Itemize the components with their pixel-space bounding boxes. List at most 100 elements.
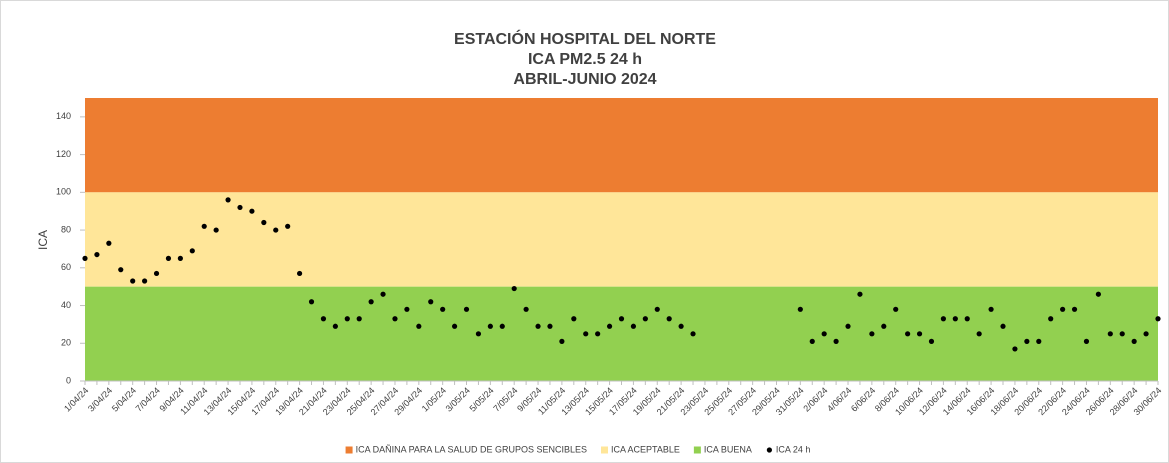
data-point [1071, 306, 1078, 312]
data-point [451, 323, 458, 329]
data-point [344, 316, 350, 322]
data-point [380, 291, 386, 297]
data-point [392, 316, 398, 322]
data-point [511, 285, 517, 292]
data-point [225, 197, 231, 203]
data-point [1143, 331, 1149, 337]
data-point [368, 299, 374, 305]
data-point [547, 323, 553, 329]
y-tick-label: 100 [56, 187, 71, 197]
chart-title: ESTACIÓN HOSPITAL DEL NORTE [454, 29, 716, 48]
data-point [893, 306, 899, 312]
data-point [952, 316, 958, 322]
data-point [1000, 323, 1006, 329]
data-point [940, 316, 947, 322]
data-point [404, 306, 410, 312]
data-point [1107, 331, 1113, 337]
data-point [475, 331, 482, 337]
data-point [297, 270, 303, 277]
legend-swatch [345, 446, 353, 454]
data-point [606, 323, 613, 329]
data-point [905, 331, 911, 337]
legend-swatch [693, 446, 701, 454]
data-point [94, 251, 100, 258]
data-point [189, 248, 195, 254]
data-point [261, 219, 267, 226]
y-tick-label: 0 [66, 375, 71, 385]
y-tick-label: 140 [56, 111, 71, 121]
data-point [118, 267, 124, 273]
data-point [845, 323, 851, 329]
y-tick-label: 60 [61, 262, 71, 272]
data-point [964, 316, 970, 322]
data-point [595, 331, 601, 337]
data-point [320, 316, 327, 322]
data-point [201, 223, 207, 229]
data-point [666, 316, 672, 322]
data-point [213, 227, 219, 233]
data-point [618, 316, 625, 322]
data-point [583, 331, 589, 337]
data-point [332, 323, 338, 329]
data-point [881, 323, 887, 329]
data-point [356, 316, 362, 322]
y-tick-label: 40 [61, 300, 71, 310]
data-point [1131, 338, 1137, 344]
data-point [988, 306, 994, 312]
data-point [678, 323, 684, 329]
data-point [690, 331, 696, 337]
data-point [308, 299, 315, 305]
data-point [928, 338, 935, 344]
data-point [249, 208, 255, 214]
data-point [642, 316, 648, 322]
legend-label: ICA ACEPTABLE [611, 444, 680, 454]
legend-swatch [766, 447, 772, 453]
data-point [523, 306, 529, 312]
data-point [1095, 291, 1101, 297]
band [85, 192, 1158, 287]
y-tick-label: 20 [61, 338, 71, 348]
data-point [916, 331, 923, 337]
data-point [559, 338, 565, 344]
data-point [106, 240, 112, 246]
y-axis-label: ICA [36, 230, 50, 250]
data-point [869, 331, 875, 337]
data-point [237, 204, 243, 211]
data-point [1083, 338, 1090, 344]
data-point [142, 278, 148, 284]
data-point [1060, 306, 1066, 312]
data-point [976, 331, 982, 337]
data-point [499, 323, 505, 329]
chart-title: ICA PM2.5 24 h [528, 51, 642, 68]
data-point [165, 255, 172, 261]
data-point [1048, 316, 1054, 322]
data-point [285, 223, 291, 229]
y-tick-label: 80 [61, 224, 71, 234]
chart-title: ABRIL-JUNIO 2024 [513, 71, 656, 88]
data-point [833, 338, 839, 344]
data-point [1119, 331, 1125, 337]
data-point [1155, 316, 1161, 322]
legend-swatch [601, 446, 608, 454]
y-tick-label: 120 [56, 149, 71, 159]
data-point [535, 323, 541, 329]
data-point [821, 331, 827, 337]
data-point [416, 323, 422, 329]
band [85, 286, 1158, 381]
legend-label: ICA BUENA [704, 444, 752, 454]
data-point [571, 316, 577, 322]
data-point [1012, 346, 1018, 352]
data-point [273, 227, 279, 233]
data-point [82, 255, 88, 261]
data-point [440, 306, 446, 312]
legend-label: ICA DAÑINA PARA LA SALUD DE GRUPOS SENCI… [356, 444, 587, 454]
data-point [797, 306, 803, 312]
data-point [857, 291, 863, 297]
data-point [463, 306, 470, 312]
data-point [428, 299, 434, 305]
data-point [153, 270, 160, 277]
data-point [654, 306, 660, 312]
legend-label: ICA 24 h [776, 444, 811, 454]
band [85, 98, 1158, 193]
